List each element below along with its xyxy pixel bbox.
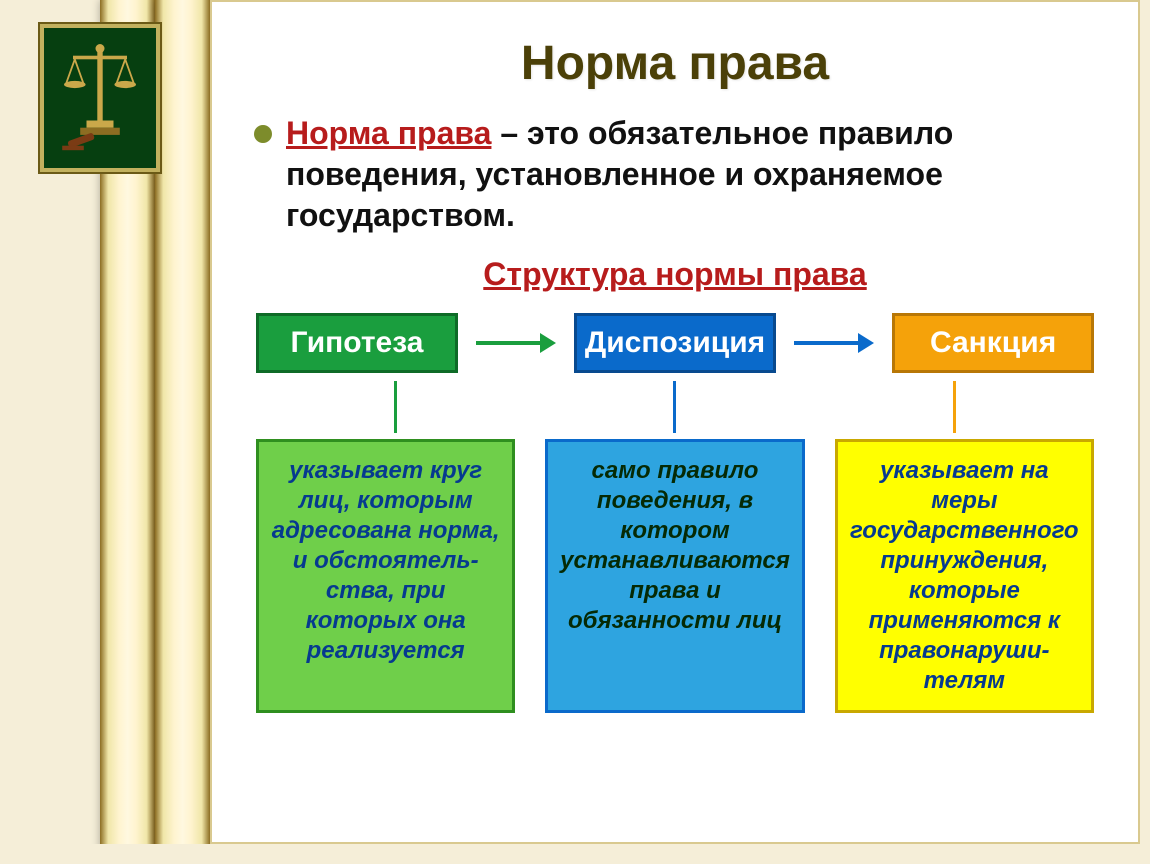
bullet-dot-icon — [254, 125, 272, 143]
connectors-row — [256, 381, 1094, 433]
bottom-strip — [0, 844, 1150, 864]
desc-sanction: указывает на меры государствен­ного прин… — [835, 439, 1094, 713]
structure-subheading: Структура нормы права — [246, 256, 1104, 293]
arrow-1 — [476, 340, 556, 346]
description-row: указывает круг лиц, которым адресована н… — [256, 439, 1094, 713]
connector-1 — [256, 381, 535, 433]
desc-disposition: само правило поведения, в котором устана… — [545, 439, 804, 713]
page-title: Норма права — [246, 36, 1104, 91]
connector-3 — [815, 381, 1094, 433]
definition-text: Норма права – это обязательное правило п… — [286, 113, 1096, 236]
definition-bullet: Норма права – это обязательное правило п… — [254, 113, 1096, 236]
scales-icon — [55, 38, 145, 158]
top-boxes-row: Гипотеза Диспозиция Санкция — [256, 313, 1094, 373]
arrow-2 — [794, 340, 874, 346]
slide: Норма права Норма права – это обязательн… — [210, 0, 1140, 844]
connector-2 — [535, 381, 814, 433]
definition-term: Норма права — [286, 115, 491, 151]
desc-hypothesis: указывает круг лиц, которым адресована н… — [256, 439, 515, 713]
scales-icon-frame — [40, 24, 160, 172]
node-disposition: Диспозиция — [574, 313, 776, 373]
node-sanction: Санкция — [892, 313, 1094, 373]
node-hypothesis: Гипотеза — [256, 313, 458, 373]
ornament-column-right — [155, 0, 210, 864]
